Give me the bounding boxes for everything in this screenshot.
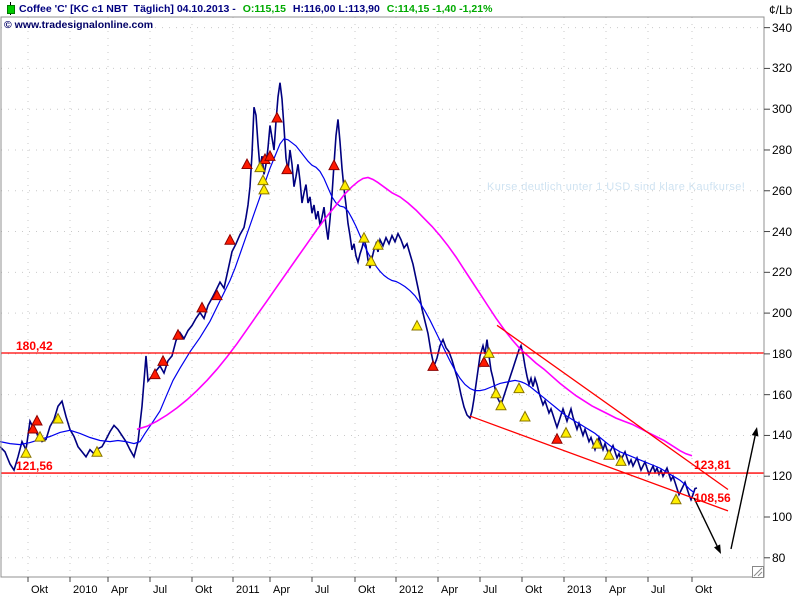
x-axis-tick-label: Apr [609, 584, 627, 596]
buy-signal-marker [52, 412, 64, 424]
buy-signal-marker [560, 426, 572, 438]
buy-signal-marker [615, 454, 627, 466]
hline-lower-label: 121,56 [16, 459, 53, 474]
lower-channel[interactable] [469, 415, 729, 512]
x-axis-tick-label: Jul [483, 584, 498, 596]
sell-signal-marker [551, 432, 563, 444]
buy-signal-marker [490, 387, 502, 399]
buy-signal-marker [603, 448, 615, 460]
x-axis-tick-label: Okt [525, 584, 543, 596]
buy-signal-marker [365, 254, 377, 266]
annotation-arrow-head [751, 427, 759, 437]
provider-watermark: © www.tradesignalonline.com [4, 19, 154, 31]
trendline-upper-label: 123,81 [694, 458, 731, 472]
buy-signal-marker [519, 410, 531, 422]
trendline-lower-label: 108,56 [694, 491, 731, 505]
sell-signal-marker [328, 158, 340, 171]
y-axis-tick-label: 220 [772, 265, 793, 280]
close-change-values: C:114,15 -1,40 -1,21% [386, 2, 493, 15]
x-axis-tick-label: 2010 [73, 584, 98, 596]
buy-signal-marker [20, 446, 32, 458]
x-axis-tick-label: Jul [315, 584, 330, 596]
buy-signal-marker [91, 445, 103, 457]
annotation-arrow-head [714, 544, 721, 554]
sell-signal-marker [157, 354, 169, 366]
annotation-arrow-line [730, 435, 756, 550]
sell-signal-marker [427, 359, 439, 371]
sell-signal-marker [264, 149, 276, 161]
buy-signal-marker [257, 174, 269, 186]
annotation-watermark: Kurse deutlich unter 1 USD sind klare Ka… [487, 181, 746, 193]
buy-signal-marker [34, 430, 46, 442]
annotation-arrow-line [693, 497, 718, 547]
y-axis-tick-label: 100 [772, 510, 793, 524]
open-value: O:115,15 [242, 2, 286, 15]
sell-signal-marker [478, 355, 490, 367]
y-axis-tick-label: 300 [772, 102, 793, 117]
y-axis-tick-label: 80 [772, 550, 786, 565]
x-axis-tick-label: 2011 [236, 584, 260, 596]
sell-signal-marker [31, 414, 43, 426]
sell-signal-marker [281, 163, 293, 175]
sell-signal-marker [196, 301, 208, 313]
upper-channel[interactable] [496, 324, 729, 491]
x-axis-tick-label: Okt [358, 584, 376, 596]
high-low-values: H:116,00 L:113,90 [289, 2, 383, 15]
title-bar: Coffee 'C' [KC c1 NBT Täglich] 04.10.201… [6, 2, 492, 15]
y-axis-tick-label: 180 [772, 346, 793, 361]
x-axis-tick-label: Jul [153, 584, 168, 596]
y-axis-tick-label: 140 [772, 428, 793, 443]
buy-signal-marker [339, 179, 351, 191]
buy-signal-marker [670, 493, 682, 505]
y-axis-tick-label: 320 [772, 61, 793, 76]
x-axis-tick-label: Apr [111, 584, 129, 596]
y-axis-tick-label: 240 [772, 224, 793, 239]
sell-signal-marker [172, 328, 184, 340]
y-axis-tick-label: 160 [772, 387, 793, 402]
x-axis-tick-label: Okt [695, 584, 713, 596]
buy-signal-marker [258, 183, 270, 195]
x-axis-tick-label: Apr [441, 584, 459, 596]
sell-signal-marker [224, 233, 236, 245]
buy-signal-marker [483, 346, 495, 358]
buy-signal-marker [591, 437, 603, 449]
series-moving-average-slow [136, 176, 693, 457]
x-axis-tick-label: Okt [31, 584, 49, 596]
x-axis-tick-label: Jul [651, 584, 666, 596]
x-axis-tick-label: Apr [273, 584, 291, 596]
buy-signal-marker [358, 231, 370, 243]
y-axis-tick-label: 340 [772, 20, 793, 35]
candlestick-icon [6, 2, 15, 15]
series-moving-average-fast [0, 138, 695, 493]
y-axis-unit-label: ¢/Lb [769, 3, 793, 17]
plot-frame [0, 16, 765, 578]
sell-signal-marker [241, 157, 253, 170]
buy-signal-marker [254, 161, 266, 173]
sell-signal-marker [211, 289, 223, 301]
y-axis-tick-label: 280 [772, 142, 793, 157]
sell-signal-marker [149, 367, 161, 380]
hline-upper-label: 180,42 [16, 339, 53, 354]
x-axis-tick-label: 2013 [567, 584, 592, 596]
buy-signal-marker [495, 399, 507, 411]
y-axis-tick-label: 120 [772, 469, 793, 484]
instrument-title: Coffee 'C' [KC c1 NBT Täglich] 04.10.201… [19, 2, 239, 15]
buy-signal-marker [411, 319, 423, 331]
y-axis-tick-label: 200 [772, 306, 793, 321]
x-axis-tick-label: 2012 [399, 584, 424, 596]
sell-signal-marker [27, 422, 39, 434]
x-axis-tick-label: Okt [195, 584, 213, 596]
buy-signal-marker [513, 382, 525, 394]
series-price-daily [0, 82, 698, 502]
buy-signal-marker [372, 238, 384, 250]
y-axis-tick-label: 260 [772, 183, 793, 198]
sell-signal-marker [271, 111, 283, 123]
